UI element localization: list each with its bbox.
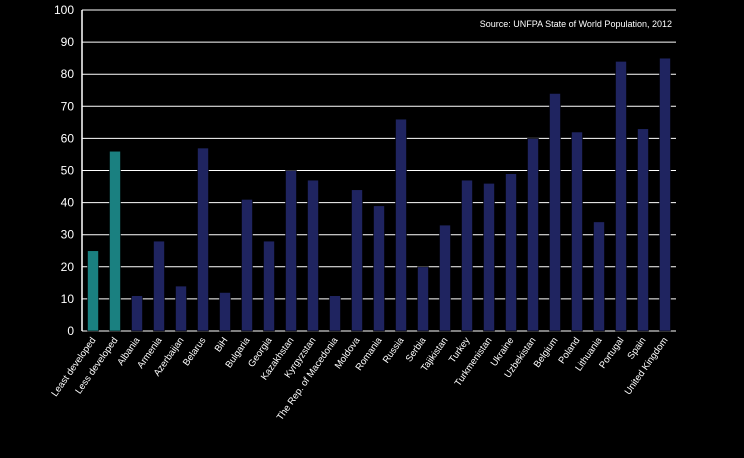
bar bbox=[417, 266, 429, 332]
bar bbox=[351, 189, 363, 332]
bar bbox=[175, 285, 187, 332]
bar bbox=[263, 240, 275, 332]
y-tick-label: 90 bbox=[61, 35, 75, 49]
bar bbox=[153, 240, 165, 332]
x-tick-label: BiH bbox=[213, 335, 231, 354]
bar bbox=[461, 179, 473, 332]
bar bbox=[659, 57, 671, 332]
bar bbox=[549, 93, 561, 332]
bar bbox=[241, 199, 253, 332]
y-axis-ticks: 0 10 20 30 40 50 60 70 80 90 100 bbox=[54, 3, 74, 338]
y-tick-label: 40 bbox=[61, 196, 75, 210]
x-tick-label: Russia bbox=[381, 335, 407, 366]
y-tick-label: 80 bbox=[61, 67, 75, 81]
bar bbox=[483, 183, 495, 332]
bar bbox=[109, 150, 121, 332]
y-tick-label: 10 bbox=[61, 292, 75, 306]
y-tick-label: 100 bbox=[54, 3, 74, 17]
bar bbox=[131, 295, 143, 332]
bar bbox=[285, 170, 297, 332]
bar bbox=[395, 118, 407, 332]
y-tick-label: 0 bbox=[67, 324, 74, 338]
bar bbox=[593, 221, 605, 332]
bar bbox=[329, 295, 341, 332]
bar bbox=[505, 173, 517, 332]
bar bbox=[439, 224, 451, 332]
y-tick-label: 20 bbox=[61, 260, 75, 274]
source-note: Source: UNFPA State of World Population,… bbox=[480, 19, 672, 29]
y-tick-label: 60 bbox=[61, 131, 75, 145]
bar bbox=[373, 205, 385, 332]
x-tick-label: Belarus bbox=[181, 335, 209, 368]
bar bbox=[615, 61, 627, 332]
bar bbox=[307, 179, 319, 332]
y-tick-label: 50 bbox=[61, 164, 75, 178]
y-tick-label: 70 bbox=[61, 99, 75, 113]
bar bbox=[637, 128, 649, 332]
x-tick-label: United Kingdom bbox=[623, 335, 671, 397]
y-tick-label: 30 bbox=[61, 228, 75, 242]
bars bbox=[87, 57, 671, 332]
bar bbox=[571, 131, 583, 332]
bar bbox=[527, 138, 539, 332]
bar bbox=[87, 250, 99, 332]
bar bbox=[219, 292, 231, 332]
bar bbox=[197, 147, 209, 332]
